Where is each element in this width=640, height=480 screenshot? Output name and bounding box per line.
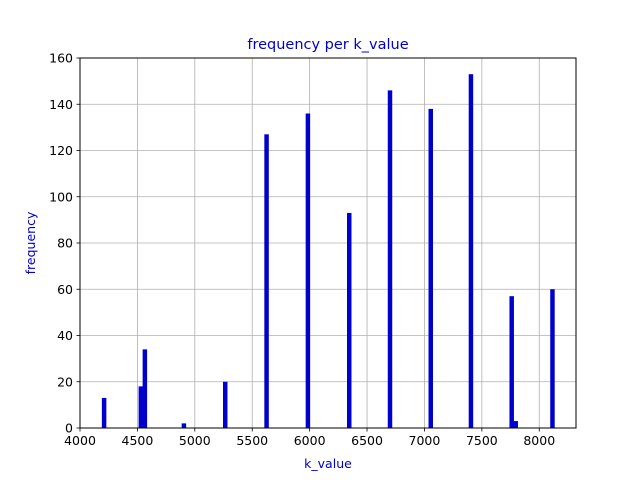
y-tick-label: 60: [57, 282, 73, 297]
x-tick-label: 4500: [122, 433, 154, 448]
y-tick-label: 80: [57, 236, 73, 251]
histogram-bar: [142, 349, 148, 428]
y-tick-label: 160: [49, 51, 73, 66]
y-tick-label: 120: [49, 143, 73, 158]
histogram-bar: [264, 134, 269, 428]
y-tick-label: 0: [65, 421, 73, 436]
y-axis-label: frequency: [23, 211, 38, 274]
x-tick-label: 8000: [523, 433, 555, 448]
y-axis-ticks: 0 20 40 60 80 100 120 140 160: [49, 51, 80, 436]
chart-title: frequency per k_value: [247, 37, 408, 53]
y-tick-label: 100: [49, 189, 73, 204]
histogram-bar: [223, 381, 228, 428]
bars: [101, 74, 555, 428]
histogram-bar: [550, 289, 555, 428]
histogram-bar: [347, 212, 352, 428]
histogram-bar: [428, 108, 433, 428]
x-tick-label: 6000: [294, 433, 326, 448]
x-tick-label: 4000: [64, 433, 96, 448]
histogram-bar: [509, 296, 514, 428]
histogram-bar: [468, 74, 474, 428]
x-tick-label: 7000: [409, 433, 441, 448]
y-tick-label: 20: [57, 374, 73, 389]
histogram-bar: [101, 397, 107, 428]
y-tick-label: 40: [57, 328, 73, 343]
x-tick-label: 6500: [351, 433, 383, 448]
histogram-bar: [513, 421, 518, 428]
x-tick-label: 7500: [466, 433, 498, 448]
x-axis-label: k_value: [304, 456, 352, 471]
x-axis-ticks: 4000 4500 5000 5500 6000 6500 7000 7500 8000: [64, 428, 555, 448]
y-tick-label: 140: [49, 97, 73, 112]
x-tick-label: 5000: [179, 433, 211, 448]
histogram-bar: [138, 386, 144, 428]
histogram-bar: [387, 90, 393, 428]
histogram-bar: [181, 423, 187, 428]
x-tick-label: 5500: [236, 433, 268, 448]
histogram-bar: [305, 113, 311, 428]
